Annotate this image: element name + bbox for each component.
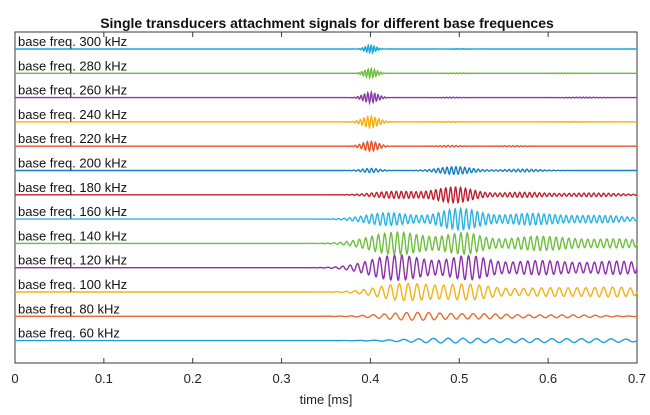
series-line [15,206,638,232]
x-tick-label: 0.2 [184,371,202,386]
series-line [15,43,637,55]
series-label: base freq. 160 kHz [18,204,127,219]
series-label: base freq. 280 kHz [18,58,127,73]
series-label: base freq. 140 kHz [18,228,127,243]
series-line [15,311,638,321]
series-line [15,89,637,106]
series-label: base freq. 100 kHz [18,277,127,292]
series-line [15,230,638,257]
x-axis: 0 0.1 0.2 0.3 0.4 0.5 0.6 0.7 [11,32,646,386]
series-label: base freq. 300 kHz [18,34,127,49]
x-tick-label: 0.4 [361,371,379,386]
x-tick-label: 0.3 [273,371,291,386]
x-tick-label: 0.1 [95,371,113,386]
series-label: base freq. 120 kHz [18,253,127,268]
x-tick-label: 0.5 [450,371,468,386]
series-label: base freq. 260 kHz [18,83,127,98]
x-axis-label: time [ms] [300,392,353,407]
trace-label-group: base freq. 300 kHz base freq. 280 kHz base… [18,34,127,341]
series-line [15,185,638,205]
series-line [15,66,637,80]
x-tick-label: 0.7 [628,371,646,386]
series-label: base freq. 180 kHz [18,180,127,195]
plot-area [14,31,638,364]
series-line [15,282,638,302]
series-line [15,139,637,153]
x-tick-label: 0 [11,371,18,386]
chart-title: Single transducers attachment signals fo… [100,15,554,31]
series-label: base freq. 240 kHz [18,107,127,122]
series-label: base freq. 200 kHz [18,156,127,171]
series-line [15,113,637,130]
series-label: base freq. 220 kHz [18,131,127,146]
series-line [15,337,638,344]
series-line [15,166,637,175]
series-line [15,253,638,282]
series-label: base freq. 60 kHz [18,326,120,341]
x-tick-label: 0.6 [539,371,557,386]
series-label: base freq. 80 kHz [18,301,120,316]
trace-group [15,43,638,344]
